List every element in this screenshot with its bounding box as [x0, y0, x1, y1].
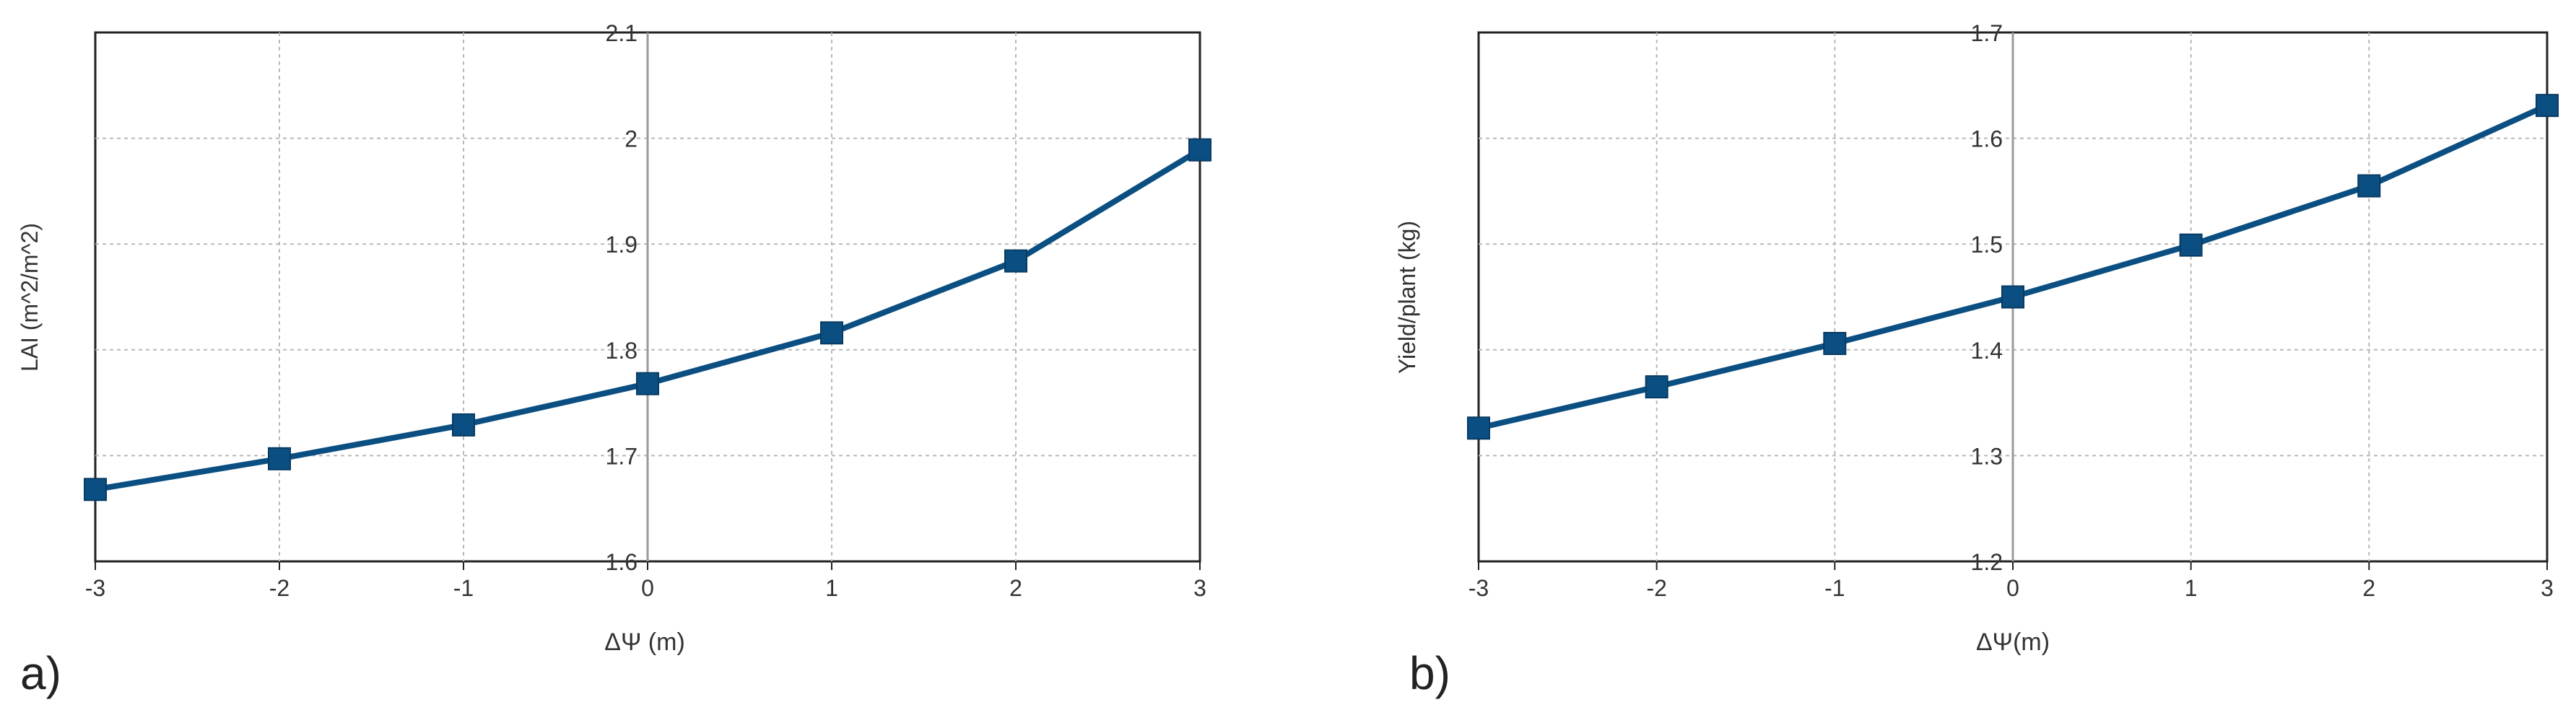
chart-panel-a: 1.6 1.7 1.8 1.9 2 2.1 -3 -2 -1 0 1 2 3 ΔΨ (m) LAI (…: [17, 20, 1211, 699]
x-tick-label-a: -1: [453, 575, 474, 601]
y-tick-label-b: 1.5: [1971, 232, 2003, 258]
x-tick-label-a: 3: [1193, 575, 1206, 601]
data-point-marker-a: [1188, 138, 1211, 162]
data-point-marker-a: [820, 321, 843, 345]
data-point-marker-a: [452, 413, 475, 437]
x-tick-label-a: 2: [1009, 575, 1022, 601]
y-tick-label-b: 1.3: [1971, 443, 2003, 469]
series-b: [1467, 94, 2559, 440]
y-tick-label-b: 1.6: [1971, 126, 2003, 152]
x-tick-label-b: -3: [1468, 575, 1489, 601]
x-ticks-b: -3 -2 -1 0 1 2 3: [1468, 575, 2554, 601]
x-tick-label-a: 0: [641, 575, 654, 601]
y-tick-label-a: 2: [625, 126, 638, 152]
series-a: [84, 138, 1211, 501]
data-point-marker-a: [268, 447, 291, 470]
data-point-marker-b: [1645, 375, 1668, 399]
y-axis-label-b: Yield/plant (kg): [1394, 221, 1420, 374]
x-tick-label-a: 1: [825, 575, 838, 601]
data-point-marker-b: [1823, 332, 1847, 356]
data-point-marker-b: [2536, 94, 2559, 118]
y-ticks-b: 1.2 1.3 1.4 1.5 1.6 1.7: [1971, 20, 2003, 575]
data-point-marker-b: [2001, 285, 2024, 309]
y-ticks-a: 1.6 1.7 1.8 1.9 2 2.1: [606, 20, 638, 575]
data-point-marker-a: [84, 478, 107, 501]
y-tick-label-a: 1.9: [606, 232, 638, 258]
x-tick-label-b: 0: [2006, 575, 2019, 601]
y-tick-label-a: 1.7: [606, 443, 638, 469]
panel-label-a: a): [20, 647, 61, 699]
x-axis-label-b: ΔΨ(m): [1976, 628, 2050, 656]
x-tick-label-a: -2: [269, 575, 290, 601]
data-point-marker-b: [2179, 233, 2203, 257]
x-tick-label-b: -1: [1824, 575, 1845, 601]
y-tick-label-b: 1.7: [1971, 20, 2003, 46]
x-ticks-a: -3 -2 -1 0 1 2 3: [85, 575, 1206, 601]
x-tick-label-b: -2: [1646, 575, 1666, 601]
y-tick-label-a: 1.6: [606, 549, 638, 575]
chart-panel-b: 1.2 1.3 1.4 1.5 1.6 1.7 -3 -2 -1 0 1 2 3 ΔΨ(m) Yiel…: [1394, 20, 2559, 699]
y-tick-label-b: 1.2: [1971, 549, 2003, 575]
y-tick-label-a: 2.1: [606, 20, 638, 46]
data-point-marker-a: [636, 372, 659, 395]
data-point-marker-b: [2357, 174, 2381, 198]
data-point-marker-b: [1467, 416, 1490, 440]
y-tick-label-a: 1.8: [606, 338, 638, 364]
x-axis-label-a: ΔΨ (m): [604, 628, 685, 656]
data-point-marker-a: [1004, 249, 1027, 273]
y-tick-label-b: 1.4: [1971, 338, 2003, 364]
x-tick-label-b: 1: [2185, 575, 2198, 601]
x-tick-label-a: -3: [85, 575, 105, 601]
x-tick-label-b: 2: [2362, 575, 2375, 601]
y-axis-label-a: LAI (m^2/m^2): [17, 223, 43, 372]
x-tick-label-b: 3: [2541, 575, 2554, 601]
panel-label-b: b): [1409, 647, 1450, 699]
